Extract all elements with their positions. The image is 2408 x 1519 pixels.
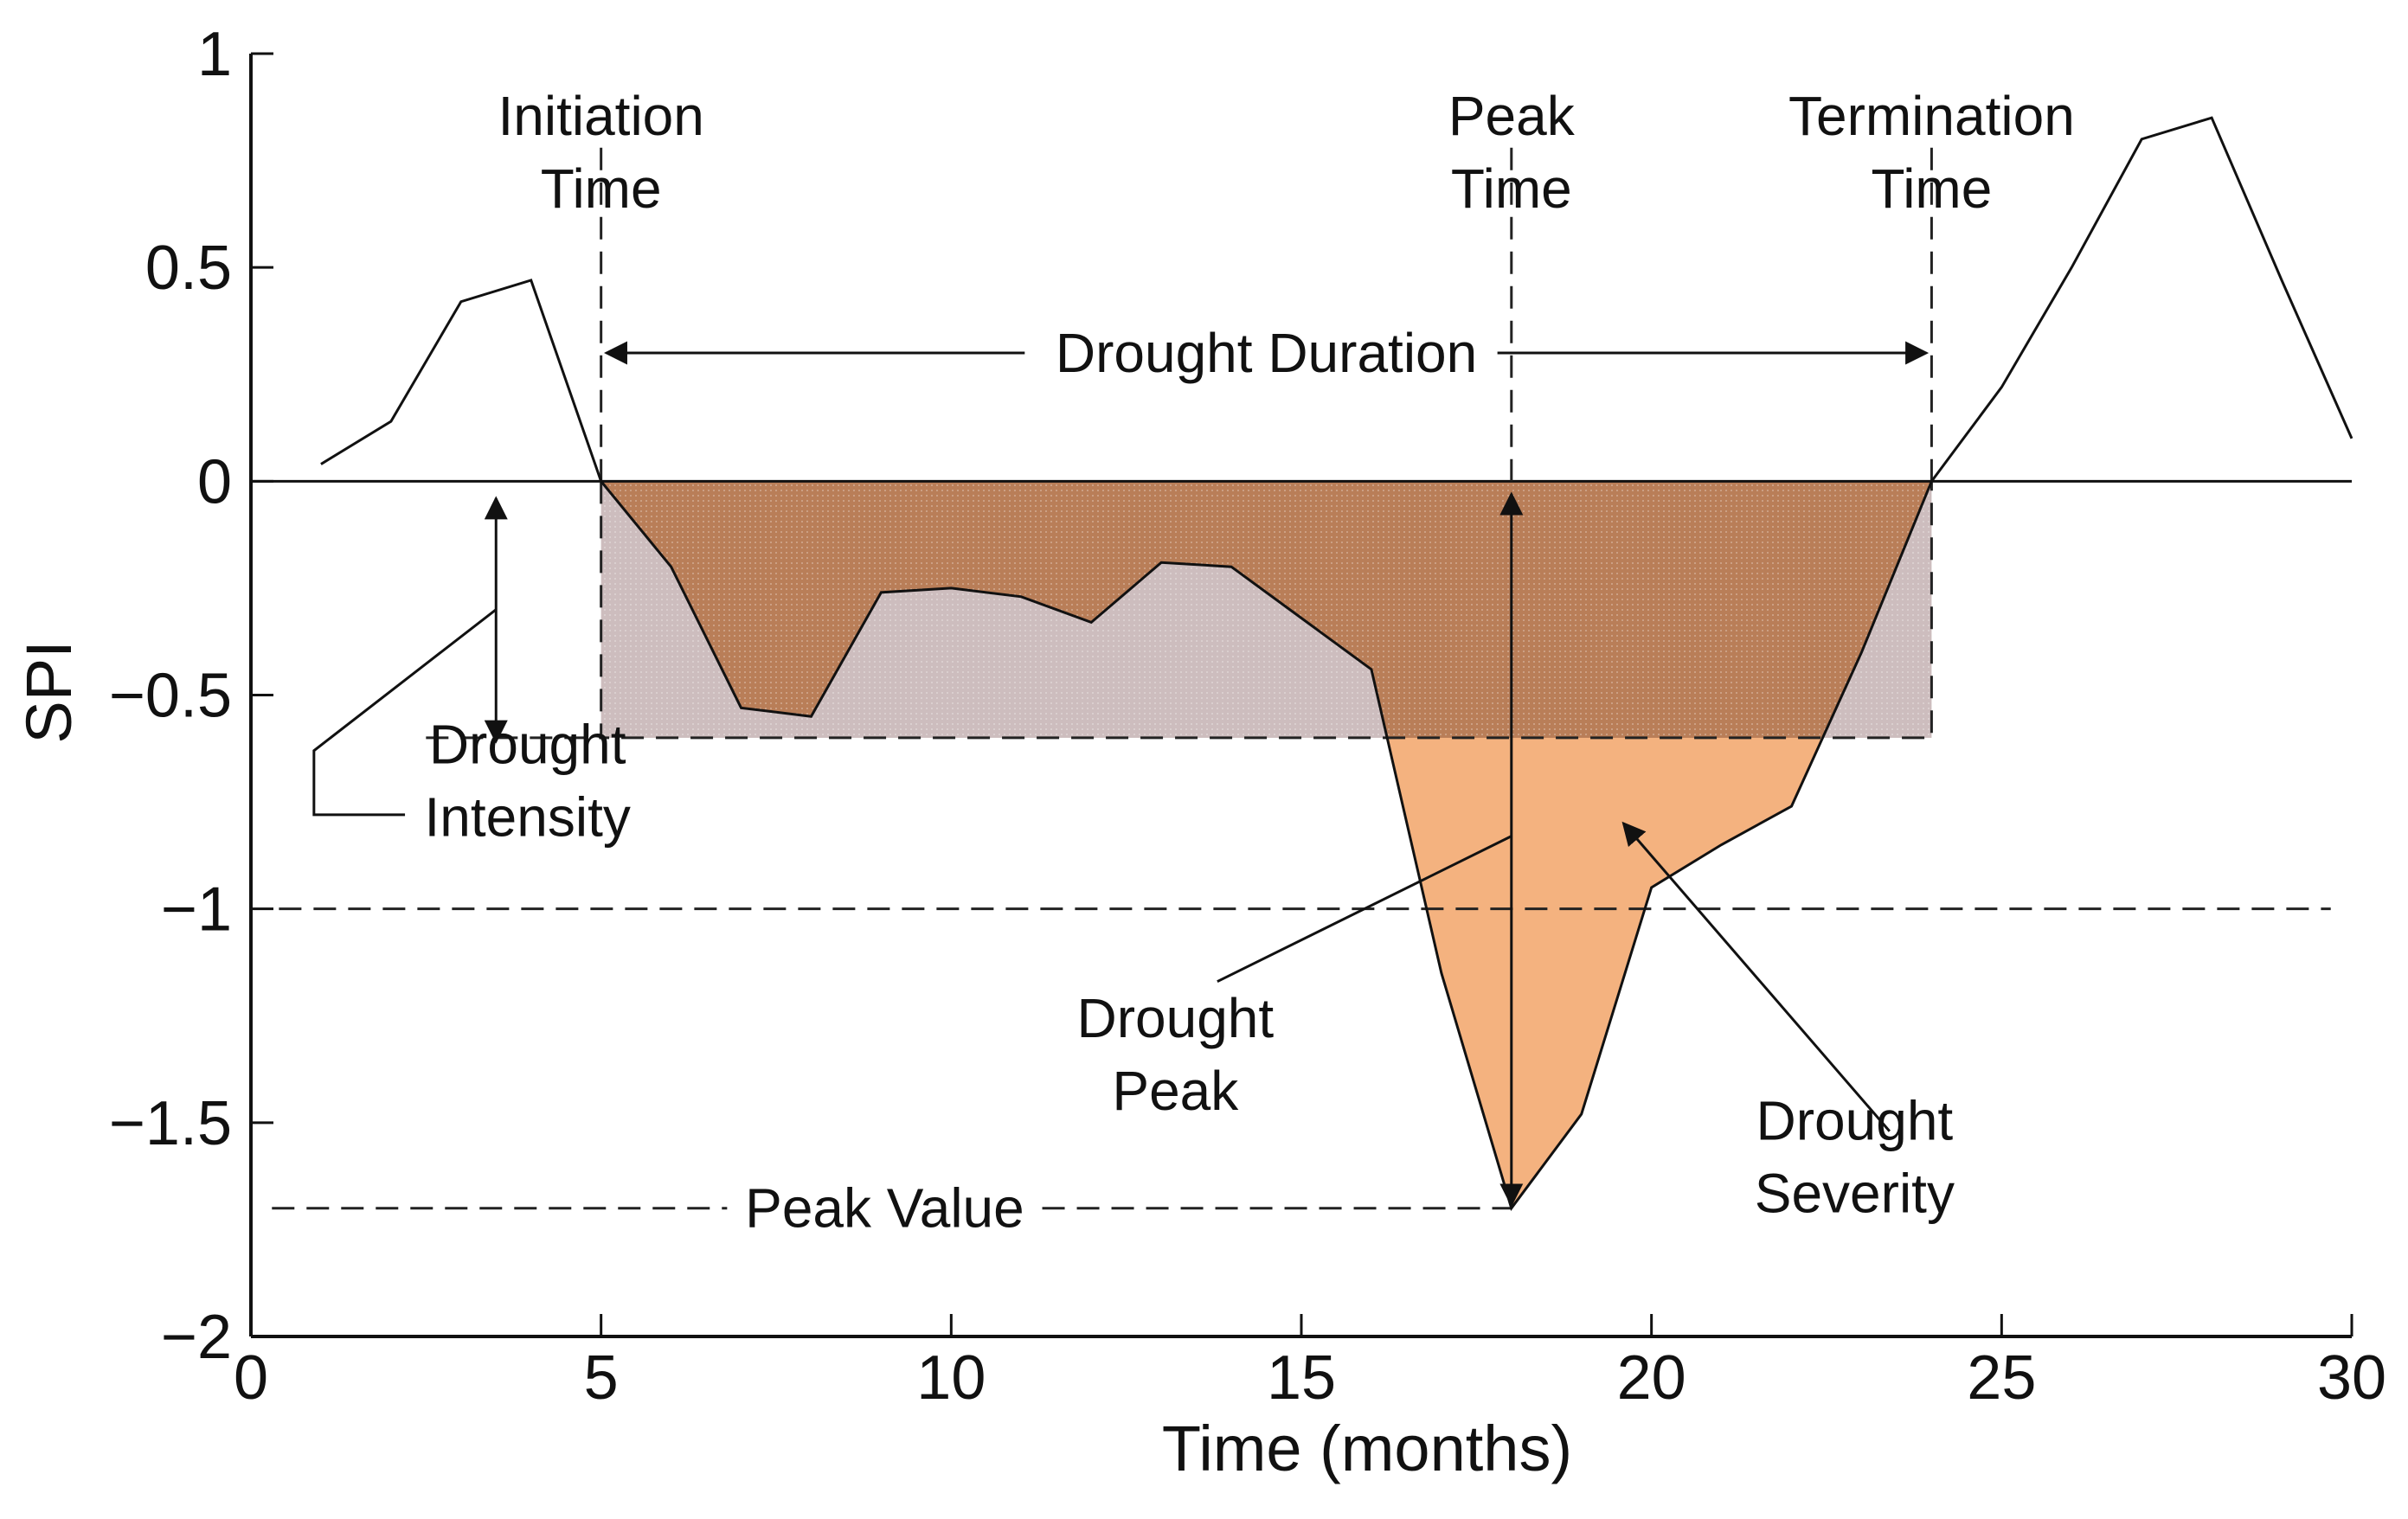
- intensity-label-line-1: Drought: [429, 714, 626, 776]
- y-tick-label: 0: [197, 447, 232, 516]
- spi-series-line: [320, 116, 2353, 1211]
- intensity-leader-line: [312, 608, 498, 817]
- y-tick-label: 0.5: [145, 234, 232, 303]
- peak-time-label-line-2: Time: [1451, 157, 1572, 220]
- peak-leader-line: [1217, 835, 1512, 984]
- peak-value-label: Peak Value: [745, 1177, 1024, 1240]
- x-tick-label: 30: [2317, 1343, 2386, 1413]
- duration-label-backdrop: [1024, 315, 1498, 385]
- y-axis-title: SPI: [13, 640, 85, 743]
- termination-label-line-1: Termination: [1788, 85, 2075, 147]
- peak-time-label-line-1: Peak: [1448, 85, 1576, 147]
- initiation-label-line-1: Initiation: [498, 85, 703, 147]
- y-tick-label: −0.5: [109, 662, 232, 731]
- x-tick-label: 15: [1267, 1343, 1336, 1413]
- x-tick-label: 0: [234, 1343, 268, 1413]
- y-tick-label: 1: [197, 20, 232, 89]
- x-axis-title: Time (months): [1162, 1413, 1572, 1484]
- x-tick-label: 25: [1967, 1343, 2036, 1413]
- series-layer: [320, 116, 2353, 1211]
- drought-peak-label-line-1: Drought: [1076, 987, 1274, 1049]
- axes-layer: 0 5 10 15 20 25 30 1 0.5 0 −0.5 −1 −1.5 −2: [109, 20, 2386, 1413]
- x-tick-label: 20: [1617, 1343, 1686, 1413]
- y-tick-label: −2: [161, 1303, 232, 1372]
- y-tick-label: −1: [161, 875, 232, 945]
- drought-peak-label-line-2: Peak: [1112, 1060, 1239, 1122]
- initiation-label-line-2: Time: [541, 157, 662, 220]
- severity-label-line-2: Severity: [1755, 1163, 1955, 1225]
- severity-arrow: [1621, 821, 1891, 1132]
- y-tick-label: −1.5: [109, 1089, 232, 1158]
- intensity-label-line-2: Intensity: [425, 786, 631, 849]
- duration-label: Drought Duration: [1056, 322, 1477, 384]
- termination-label-line-2: Time: [1871, 157, 1992, 220]
- intensity-dashed-box: [600, 481, 1933, 740]
- annotation-layer: Initiation Time Peak Time Termination Time Dro…: [312, 85, 2075, 1240]
- severity-label-line-1: Drought: [1756, 1090, 1954, 1152]
- x-tick-label: 5: [584, 1343, 619, 1413]
- x-tick-label: 10: [916, 1343, 986, 1413]
- fill-layer: [600, 481, 1932, 1208]
